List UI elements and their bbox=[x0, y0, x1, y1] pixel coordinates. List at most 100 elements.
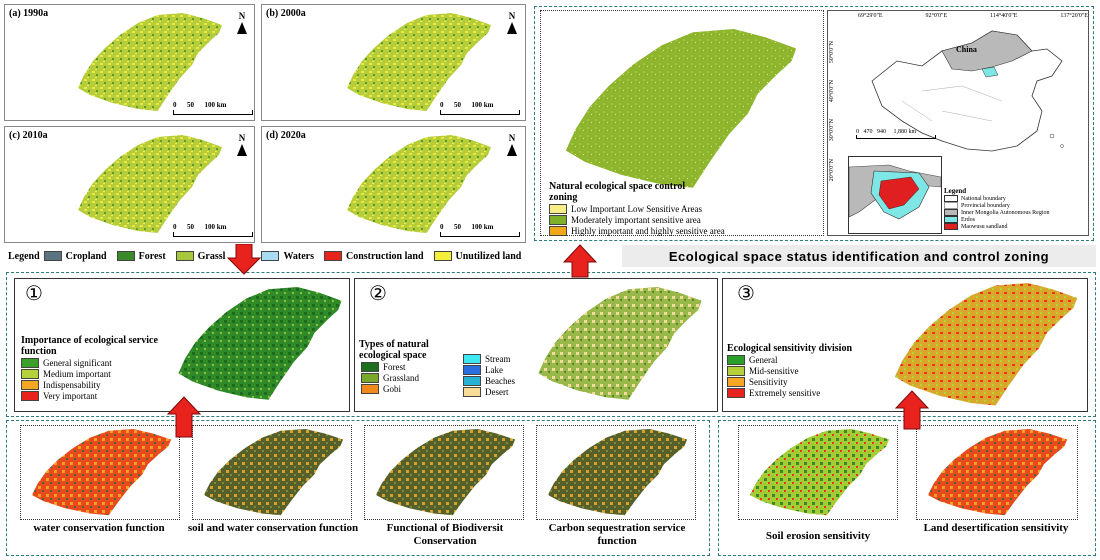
study-area-map bbox=[347, 13, 492, 112]
legend-swatch bbox=[944, 195, 958, 202]
legend-swatch bbox=[361, 362, 379, 372]
legend-swatch bbox=[175, 251, 194, 261]
legend-swatch bbox=[944, 216, 958, 223]
legend-item: Moderately important sensitive area bbox=[549, 215, 819, 225]
panel-label: (b) 2000a bbox=[266, 8, 306, 19]
function-caption: Carbon sequestration service function bbox=[548, 522, 686, 547]
north-arrow-icon: N bbox=[235, 11, 249, 34]
functions-frame bbox=[6, 420, 710, 556]
sensitivity-legend: Ecological sensitivity division General … bbox=[727, 343, 897, 399]
north-arrow-icon: N bbox=[505, 11, 519, 34]
scale-bar: 0 50 100 km bbox=[440, 101, 520, 115]
legend-swatch bbox=[116, 251, 135, 261]
section-number: ① bbox=[25, 283, 43, 305]
function-caption: Functional of Biodiversit Conservation bbox=[386, 522, 504, 547]
legend-item: Gobi bbox=[361, 384, 469, 394]
sensitivity-map-panel bbox=[738, 425, 898, 520]
space-types-map bbox=[538, 287, 702, 400]
carbon-sequestration-map bbox=[547, 429, 688, 516]
legend-swatch bbox=[463, 354, 481, 364]
study-area-map bbox=[78, 135, 223, 234]
legend-swatch bbox=[361, 373, 379, 383]
legend-swatch bbox=[727, 366, 745, 376]
function-map-panel bbox=[364, 425, 524, 520]
legend-title: Importance of ecological service functio… bbox=[21, 335, 158, 357]
legend-swatch bbox=[261, 251, 280, 261]
legend-swatch bbox=[549, 215, 567, 225]
legend-item: Stream bbox=[463, 354, 553, 364]
legend-title: Natural ecological space control zoning bbox=[549, 181, 686, 203]
legend-label: Waters bbox=[283, 250, 314, 262]
sensitivity-map bbox=[894, 283, 1078, 406]
legend-title: Types of natural ecological space bbox=[359, 339, 429, 361]
sensitivity-panel: ③ Ecological sensitivity division Genera… bbox=[722, 278, 1088, 412]
legend-item: Lake bbox=[463, 365, 553, 375]
legend-item: General significant bbox=[21, 358, 211, 368]
arrow-down-icon bbox=[226, 244, 262, 275]
legend-item: Low Important Low Sensitive Areas bbox=[549, 204, 819, 214]
section-number: ② bbox=[369, 283, 387, 305]
landuse-panel-2000: (b) 2000a N 0 50 100 km bbox=[261, 4, 526, 121]
importance-panel: ① Importance of ecological service funct… bbox=[14, 278, 350, 412]
legend-swatch bbox=[21, 358, 39, 368]
legend-item: Highly important and highly sensitive ar… bbox=[549, 226, 819, 236]
legend-label: Unutilized land bbox=[455, 250, 522, 262]
soil-erosion-map bbox=[749, 429, 890, 516]
legend-item: Beaches bbox=[463, 376, 553, 386]
function-map-panel bbox=[536, 425, 696, 520]
space-types-panel: ② Types of natural ecological space Fore… bbox=[354, 278, 718, 412]
importance-map bbox=[178, 287, 342, 400]
landuse-panel-2010: (c) 2010a N 0 50 100 km bbox=[4, 126, 255, 243]
control-zoning-map bbox=[565, 29, 797, 188]
sensitivity-caption: Soil erosion sensitivity bbox=[765, 530, 871, 542]
function-map-panel bbox=[20, 425, 180, 520]
function-map-panel bbox=[192, 425, 352, 520]
legend-swatch bbox=[549, 204, 567, 214]
legend-swatch bbox=[727, 377, 745, 387]
legend-swatch bbox=[549, 226, 567, 236]
landuse-legend: Legend Cropland Forest Grassl Waters Con… bbox=[8, 248, 528, 264]
legend-item: Indispensability bbox=[21, 380, 211, 390]
sensitivity-caption: Land desertification sensitivity bbox=[923, 522, 1069, 534]
legend-item: Desert bbox=[463, 387, 553, 397]
landuse-panel-1990: (a) 1990a N 0 50 100 km bbox=[4, 4, 255, 121]
scale-bar: 0 50 100 km bbox=[173, 101, 253, 115]
legend-label: Cropland bbox=[65, 250, 107, 262]
soil-water-conservation-map bbox=[203, 429, 344, 516]
panel-label: (d) 2020a bbox=[266, 130, 306, 141]
legend-item: Extremely sensitive bbox=[727, 388, 897, 398]
legend-swatch bbox=[944, 209, 958, 216]
section-number: ③ bbox=[737, 283, 755, 305]
scale-bar: 0 50 100 km bbox=[440, 223, 520, 237]
biodiversity-map bbox=[375, 429, 516, 516]
legend-swatch bbox=[944, 223, 958, 230]
inset-map bbox=[848, 156, 942, 234]
location-scale-bar: 0 470 940 1,880 km bbox=[856, 129, 946, 139]
location-map-panel: 69°29'0"E 92°0'0"E 114°40'0"E 137°20'0"E 50… bbox=[827, 10, 1089, 236]
importance-legend: Importance of ecological service functio… bbox=[21, 335, 211, 402]
legend-swatch bbox=[463, 365, 481, 375]
scale-bar: 0 50 100 km bbox=[173, 223, 253, 237]
legend-swatch bbox=[727, 355, 745, 365]
legend-swatch bbox=[433, 251, 452, 261]
legend-swatch bbox=[21, 391, 39, 401]
latitude-ticks: 50°0'0"N 40°0'0"N 30°0'0"N 20°0'0"N bbox=[829, 41, 835, 181]
control-zoning-legend: Natural ecological space control zoning … bbox=[549, 181, 819, 237]
legend-title: Ecological sensitivity division bbox=[727, 343, 853, 354]
legend-swatch bbox=[361, 384, 379, 394]
landuse-panel-2020: (d) 2020a N 0 50 100 km bbox=[261, 126, 526, 243]
sensitivity-map-panel bbox=[916, 425, 1078, 520]
location-legend: Legend National boundary Provincial boun… bbox=[944, 187, 1088, 230]
space-types-legend-right: Stream Lake Beaches Desert bbox=[463, 353, 553, 398]
legend-item: Sensitivity bbox=[727, 377, 897, 387]
legend-swatch bbox=[463, 387, 481, 397]
north-arrow-icon: N bbox=[505, 133, 519, 156]
panel-label: (a) 1990a bbox=[9, 8, 49, 19]
legend-item: Very important bbox=[21, 391, 211, 401]
legend-swatch bbox=[43, 251, 62, 261]
legend-label: Grassl bbox=[197, 250, 226, 262]
legend-item: Forest bbox=[361, 362, 469, 372]
longitude-ticks: 69°29'0"E 92°0'0"E 114°40'0"E 137°20'0"E bbox=[858, 13, 1088, 19]
arrow-up-icon bbox=[894, 390, 930, 430]
legend-item: Medium important bbox=[21, 369, 211, 379]
